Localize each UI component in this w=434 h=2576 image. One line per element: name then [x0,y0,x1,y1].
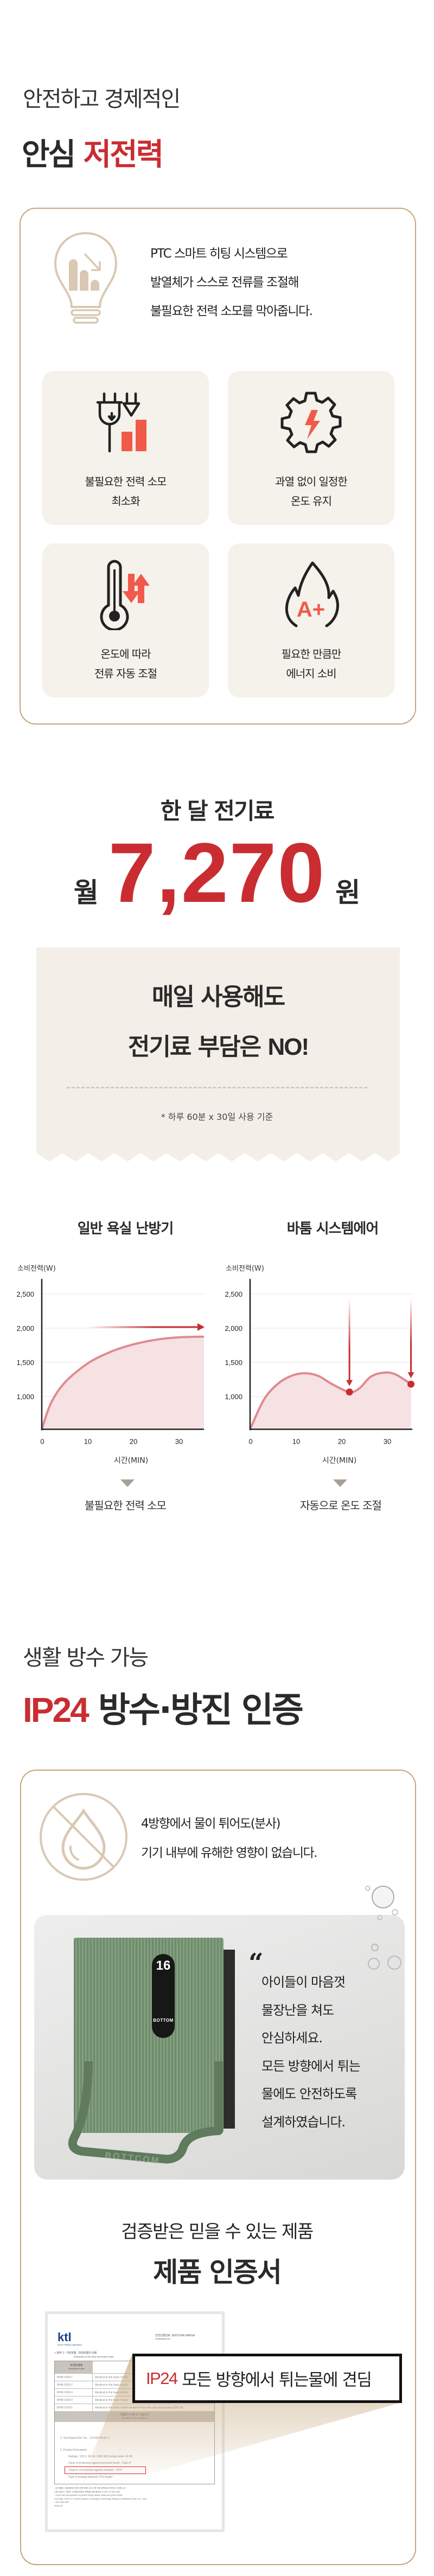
headline-line2: 전기료 부담은 NO! [127,1033,309,1061]
ktl-logo: ktl [58,2330,72,2344]
y-tick-label: 2,000 [225,1324,242,1332]
ip24-callout: IP24 모든 방향에서 튀는물에 견딤 [132,2354,402,2403]
headline-no: NO! [267,1034,309,1060]
x-tick-label: 20 [130,1437,137,1445]
plug-bars-icon [96,392,146,453]
saving-intro-text: PTC 스마트 히팅 시스템으로 발열체가 스스로 전류를 조절해 불필요한 전… [150,240,313,326]
highlight-point [346,1388,353,1396]
y-tick-label: 1,500 [225,1359,242,1367]
water-drops-decoration [368,1944,401,1970]
chart-caption: 자동으로 온도 조절 [300,1499,382,1512]
svg-text:A+: A+ [297,598,325,621]
feature-label: 불필요한 전력 소모 최소화 [85,475,167,508]
intro-line: PTC 스마트 히팅 시스템으로 [150,247,288,261]
cost-summary-box: 매일 사용해도 전기료 부담은 NO! [36,947,400,1154]
heater-towel-bar: BOTTCOM [68,2061,223,2166]
arrow-down-icon [407,1372,414,1379]
water-drops-decoration [365,1886,398,1920]
section-title-line1: 안전하고 경제적인 [23,87,181,112]
monthly-price: 월 7,270 원 [0,830,434,917]
footnote: * 하루 60분 x 30일 사용 기준 [161,1112,273,1122]
y-tick-label: 2,500 [225,1290,242,1298]
dashed-divider [67,1087,367,1088]
area-fill [250,1372,411,1430]
x-tick-label: 0 [248,1437,252,1445]
intro-line: 발열체가 스스로 전류를 조절해 [150,275,299,290]
highlight-point [407,1380,415,1388]
area-fill [42,1336,205,1430]
triangle-down-icon [333,1479,347,1487]
annotation-arrow-line [87,1326,199,1328]
annotation-arrow-line [410,1298,412,1374]
desc-line: 기기 내부에 유해한 영향이 없습니다. [141,1846,317,1860]
series-line [249,1371,412,1430]
x-tick-label: 30 [175,1437,183,1445]
y-tick-label: 1,500 [16,1359,34,1367]
title-accent: 저전력 [83,137,164,172]
feature-label: 온도에 따라 전류 자동 조절 [94,648,157,680]
heater-control-panel: 16 BOTTOM [152,1954,175,2038]
feature-card: 온도에 따라 전류 자동 조절 [42,543,209,697]
x-tick-label: 0 [40,1437,44,1445]
feature-label: 과열 없이 일정한 온도 유지 [275,475,348,508]
desc-line: 4방향에서 물이 튀어도(분사) [141,1817,280,1831]
x-axis-label: 시간(MIN) [322,1456,356,1465]
arrow-down-icon [346,1380,353,1386]
heater-back [223,1950,235,2129]
heater-brand: BOTTOM [153,2018,174,2023]
chart-caption: 불필요한 전력 소모 [85,1499,167,1512]
certificate-title: 제품 인증서 [153,2257,282,2288]
lightbulb-chart-down-icon [54,232,118,324]
monthly-cost-heading: 한 달 전기료 [160,798,275,824]
x-tick-label: 20 [338,1437,346,1445]
thermometer-arrows-icon [100,560,150,630]
product-quote: 아이들이 마음껏 물장난을 쳐도 안심하세요. 모든 방향에서 튀는 물에도 안… [261,1975,361,2130]
waterproof-description: 4방향에서 물이 튀어도(분사) 기기 내부에 유해한 영향이 없습니다. [141,1809,317,1868]
certificate-subtitle: 검증받은 믿을 수 있는 제품 [121,2221,314,2242]
x-tick-label: 10 [84,1437,92,1445]
heater-body [74,1938,224,2133]
power-chart-bottom: 1,000 1,500 2,000 2,500 0 10 20 30 소비전력(W) 시간(MIN… [225,1265,415,1465]
section-title-line2: 안심 저전력 [22,130,164,174]
title-plain: 안심 [22,137,76,172]
chart-title-conventional: 일반 욕실 난방기 [77,1221,174,1237]
headline-line1: 매일 사용해도 [151,983,285,1011]
waterproof-title-line2: IP24 방수·방진 인증 [23,1690,304,1731]
intro-line: 불필요한 전력 소모를 막아줍니다. [150,304,313,318]
y-tick-label: 2,000 [16,1324,34,1332]
zigzag-edge [36,1153,400,1162]
x-axis-label: 시간(MIN) [114,1456,148,1465]
gear-lightning-icon [280,392,342,453]
quote-mark-icon: “ [248,1948,264,1978]
y-tick-label: 1,000 [16,1393,34,1401]
triangle-down-icon [120,1479,135,1487]
product-image-panel: 16 BOTTOM BOTTCOM [34,1915,405,2180]
flame-a-plus-icon: A+ [285,561,339,627]
feature-card: A+ 필요한 만큼만 에너지 소비 [228,543,394,697]
annotation-arrow-line [348,1298,350,1381]
arrow-head-icon [197,1323,205,1331]
price-prefix: 월 [73,877,99,908]
price-suffix: 원 [335,877,361,908]
chart-title-bottom: 바툼 시스템에어 [286,1221,379,1237]
no-water-drop-icon [40,1793,127,1881]
y-axis-label: 소비전력(W) [17,1265,56,1273]
y-tick-label: 2,500 [16,1290,34,1298]
x-tick-label: 10 [292,1437,300,1445]
heater-display-temp: 16 [156,1958,171,1973]
cert-number: 안전인증번호: SU072146-24001A Certification No. [155,2334,195,2340]
y-axis-label: 소비전력(W) [226,1265,264,1273]
feature-card: 과열 없이 일정한 온도 유지 [228,371,394,525]
power-chart-conventional: 1,000 1,500 2,000 2,500 0 10 20 30 소비전력(W) 시간(MIN… [16,1265,205,1465]
y-tick-label: 1,000 [225,1393,242,1401]
waterproof-title-line1: 생활 방수 가능 [23,1645,149,1670]
feature-card: 불필요한 전력 소모 최소화 [42,371,209,525]
x-tick-label: 30 [384,1437,391,1445]
series-line [41,1335,205,1430]
feature-label: 필요한 만큼만 에너지 소비 [281,648,342,680]
price-amount: 7,270 [108,826,326,920]
